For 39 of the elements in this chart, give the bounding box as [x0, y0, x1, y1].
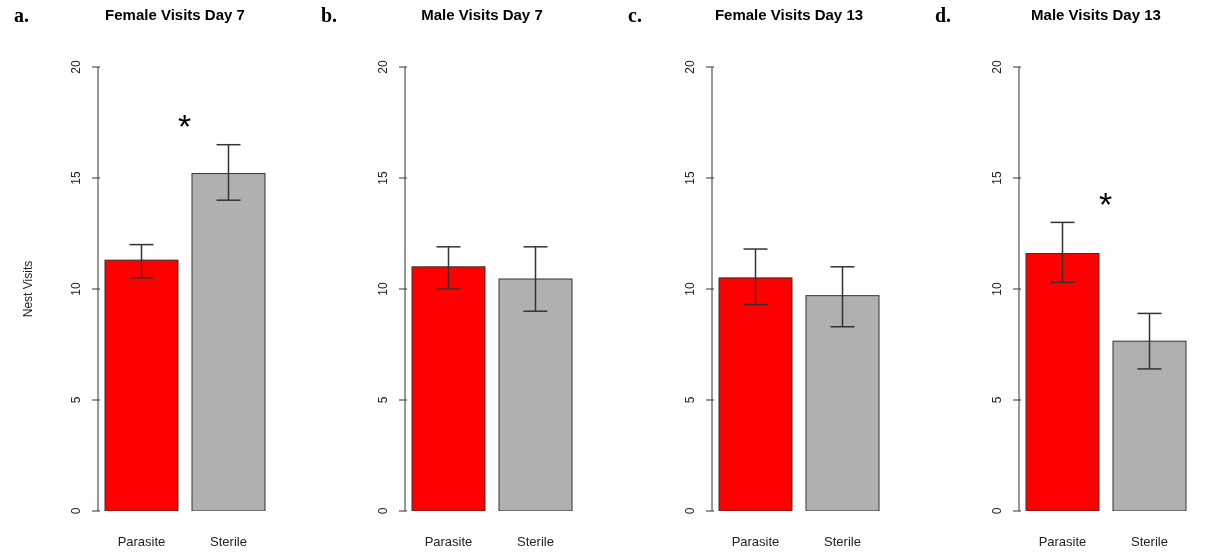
chart-title: Female Visits Day 13 — [713, 6, 865, 23]
text: a. — [14, 4, 29, 27]
y-tick-label: 20 — [990, 60, 1004, 74]
x-tick-label: Parasite — [117, 534, 166, 550]
chart-title: Male Visits Day 13 — [1030, 6, 1162, 23]
y-tick-label: 5 — [683, 396, 697, 404]
text: c. — [628, 4, 642, 27]
x-tick-label: Sterile — [210, 534, 247, 550]
y-tick-label: 10 — [990, 282, 1004, 296]
annotation: * — [1098, 184, 1113, 223]
y-tick-label: 20 — [376, 60, 390, 74]
chart-title: Male Visits Day 7 — [420, 6, 544, 23]
text: d. — [935, 4, 952, 27]
y-tick-label: 10 — [376, 282, 390, 296]
x-tick-label: Sterile — [517, 534, 554, 550]
y-tick-label: 5 — [990, 396, 1004, 404]
y-tick-label: 15 — [376, 171, 390, 185]
y-tick-label: 0 — [376, 507, 390, 515]
y-tick-label: 15 — [990, 171, 1004, 185]
y-tick-label: 15 — [683, 171, 697, 185]
x-tick-label: Parasite — [424, 534, 473, 550]
x-tick-label: Sterile — [1131, 534, 1168, 550]
y-tick-label: 5 — [69, 396, 83, 404]
y-tick-label: 0 — [683, 507, 697, 515]
y-axis-title: Nest Visits — [21, 260, 36, 318]
y-tick-label: 5 — [376, 396, 390, 404]
y-tick-label: 15 — [69, 171, 83, 185]
text: b. — [321, 4, 338, 27]
y-tick-label: 20 — [683, 60, 697, 74]
y-tick-label: 10 — [69, 282, 83, 296]
x-tick-label: Sterile — [824, 534, 861, 550]
x-tick-label: Parasite — [1038, 534, 1087, 550]
y-tick-label: 10 — [683, 282, 697, 296]
annotation: * — [177, 106, 192, 145]
y-tick-label: 0 — [990, 507, 1004, 515]
chart-title: Female Visits Day 7 — [104, 6, 246, 23]
y-tick-label: 20 — [69, 60, 83, 74]
y-tick-label: 0 — [69, 507, 83, 515]
x-tick-label: Parasite — [731, 534, 780, 550]
